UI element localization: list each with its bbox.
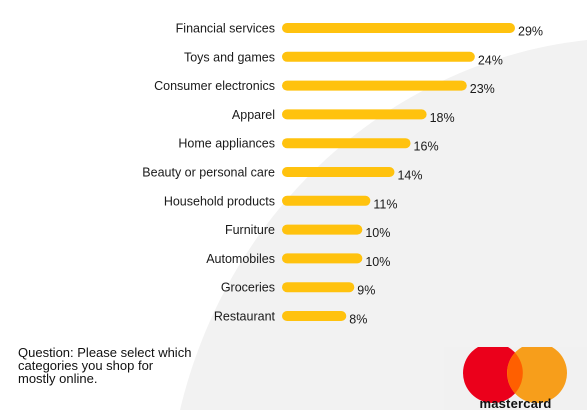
bar-beauty-or-personal-care [282,167,395,177]
category-label-home-appliances: Home appliances [178,137,275,151]
bar-groceries [282,282,355,293]
bar-restaurant [282,311,347,321]
value-label-toys-and-games: 24% [478,53,503,67]
category-label-consumer-electronics: Consumer electronics [154,79,275,93]
category-label-beauty-or-personal-care: Beauty or personal care [142,166,275,180]
category-label-financial-services: Financial services [176,22,275,36]
category-label-household-products: Household products [164,194,275,208]
background-arc-shape [180,40,587,410]
category-label-automobiles: Automobiles [206,252,275,266]
bar-furniture [282,224,363,235]
value-label-furniture: 10% [365,226,390,240]
bar-home-appliances [282,138,411,149]
mastercard-wordmark: mastercard [479,396,552,410]
value-label-financial-services: 29% [518,25,543,39]
bar-household-products [282,195,371,206]
question-text: Question: Please select which categories… [18,345,192,386]
bar-toys-and-games [282,51,475,62]
value-label-automobiles: 10% [365,255,390,269]
category-label-groceries: Groceries [221,281,275,295]
bar-automobiles [282,253,363,264]
category-label-restaurant: Restaurant [214,310,276,324]
mastercard-logo: mastercard [444,347,587,410]
category-label-furniture: Furniture [225,223,275,237]
bar-apparel [282,109,427,120]
value-label-groceries: 9% [357,284,375,298]
value-label-consumer-electronics: 23% [470,82,495,96]
value-label-household-products: 11% [373,197,397,211]
value-label-apparel: 18% [430,111,455,125]
value-label-home-appliances: 16% [414,140,439,154]
value-label-restaurant: 8% [349,313,367,327]
bar-chart: Financial services 29% Toys and games 24% Co… [142,22,543,327]
bar-financial-services [282,23,515,33]
bar-consumer-electronics [282,80,467,91]
mastercard-circles-icon [463,347,567,403]
category-label-apparel: Apparel [232,108,275,122]
category-label-toys-and-games: Toys and games [184,50,275,64]
value-label-beauty-or-personal-care: 14% [397,169,422,183]
